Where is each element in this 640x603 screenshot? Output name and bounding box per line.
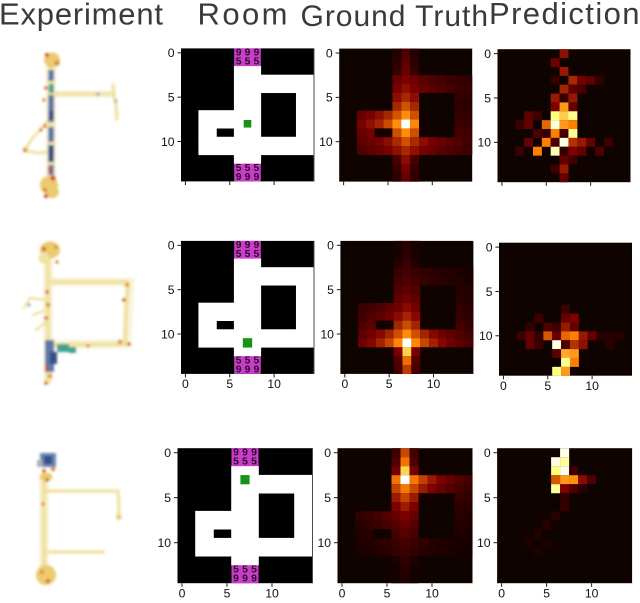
svg-text:10: 10 — [317, 536, 331, 550]
svg-text:5: 5 — [326, 91, 333, 105]
svg-text:10: 10 — [425, 586, 439, 600]
svg-text:9: 9 — [251, 448, 257, 459]
svg-text:10: 10 — [320, 327, 334, 341]
svg-text:5: 5 — [327, 283, 334, 297]
svg-text:9: 9 — [236, 240, 242, 251]
svg-text:10: 10 — [477, 136, 491, 150]
svg-text:10: 10 — [161, 135, 175, 149]
svg-text:5: 5 — [242, 565, 248, 576]
svg-text:5: 5 — [233, 565, 239, 576]
svg-text:9: 9 — [236, 364, 242, 375]
svg-text:5: 5 — [251, 457, 257, 468]
svg-text:5: 5 — [245, 355, 251, 366]
svg-text:10: 10 — [585, 586, 599, 600]
svg-text:5: 5 — [226, 377, 233, 391]
svg-text:5: 5 — [245, 163, 251, 174]
svg-text:0: 0 — [324, 446, 331, 460]
svg-text:0: 0 — [327, 239, 334, 253]
svg-text:Prediction: Prediction — [489, 0, 640, 31]
svg-text:5: 5 — [242, 457, 248, 468]
svg-text:9: 9 — [242, 574, 248, 585]
svg-text:0: 0 — [168, 239, 175, 253]
svg-text:0: 0 — [179, 586, 186, 600]
svg-text:9: 9 — [245, 240, 251, 251]
svg-text:0: 0 — [182, 377, 189, 391]
svg-text:5: 5 — [236, 249, 242, 260]
svg-text:10: 10 — [157, 536, 171, 550]
svg-text:5: 5 — [384, 586, 391, 600]
svg-text:10: 10 — [479, 329, 493, 343]
svg-text:5: 5 — [386, 377, 393, 391]
svg-text:10: 10 — [265, 586, 279, 600]
svg-text:10: 10 — [267, 377, 281, 391]
svg-text:5: 5 — [236, 355, 242, 366]
svg-text:10: 10 — [477, 536, 491, 550]
svg-text:5: 5 — [233, 457, 239, 468]
svg-text:0: 0 — [484, 47, 491, 61]
svg-text:0: 0 — [339, 586, 346, 600]
svg-text:9: 9 — [245, 364, 251, 375]
svg-text:0: 0 — [168, 46, 175, 60]
svg-text:0: 0 — [484, 446, 491, 460]
svg-text:5: 5 — [236, 163, 242, 174]
svg-text:9: 9 — [245, 48, 251, 59]
svg-text:0: 0 — [164, 446, 171, 460]
svg-text:Experiment: Experiment — [0, 0, 163, 31]
svg-text:9: 9 — [242, 448, 248, 459]
svg-text:9: 9 — [253, 240, 259, 251]
svg-text:9: 9 — [253, 172, 259, 183]
svg-text:0: 0 — [500, 379, 507, 393]
svg-text:5: 5 — [253, 57, 259, 68]
svg-text:5: 5 — [253, 355, 259, 366]
svg-text:0: 0 — [326, 46, 333, 60]
svg-text:5: 5 — [251, 565, 257, 576]
svg-text:5: 5 — [245, 249, 251, 260]
svg-text:5: 5 — [245, 57, 251, 68]
svg-text:9: 9 — [236, 172, 242, 183]
svg-text:0: 0 — [486, 240, 493, 254]
svg-text:5: 5 — [224, 586, 231, 600]
svg-text:9: 9 — [233, 574, 239, 585]
svg-text:10: 10 — [319, 135, 333, 149]
svg-text:9: 9 — [253, 364, 259, 375]
svg-text:5: 5 — [168, 90, 175, 104]
svg-text:9: 9 — [251, 574, 257, 585]
svg-text:9: 9 — [233, 448, 239, 459]
svg-text:5: 5 — [544, 379, 551, 393]
svg-text:Room: Room — [198, 0, 288, 31]
svg-text:9: 9 — [245, 172, 251, 183]
svg-text:5: 5 — [486, 285, 493, 299]
svg-text:5: 5 — [324, 491, 331, 505]
svg-text:5: 5 — [484, 491, 491, 505]
svg-text:5: 5 — [253, 249, 259, 260]
svg-text:5: 5 — [484, 91, 491, 105]
svg-text:9: 9 — [253, 48, 259, 59]
svg-text:5: 5 — [253, 163, 259, 174]
svg-text:10: 10 — [427, 377, 441, 391]
svg-text:Ground Truth: Ground Truth — [301, 0, 489, 33]
svg-text:10: 10 — [585, 379, 599, 393]
svg-text:0: 0 — [341, 377, 348, 391]
svg-text:5: 5 — [164, 491, 171, 505]
svg-text:5: 5 — [543, 586, 550, 600]
svg-text:5: 5 — [236, 57, 242, 68]
svg-text:0: 0 — [498, 586, 505, 600]
svg-text:9: 9 — [236, 48, 242, 59]
svg-text:10: 10 — [161, 327, 175, 341]
svg-text:5: 5 — [168, 283, 175, 297]
